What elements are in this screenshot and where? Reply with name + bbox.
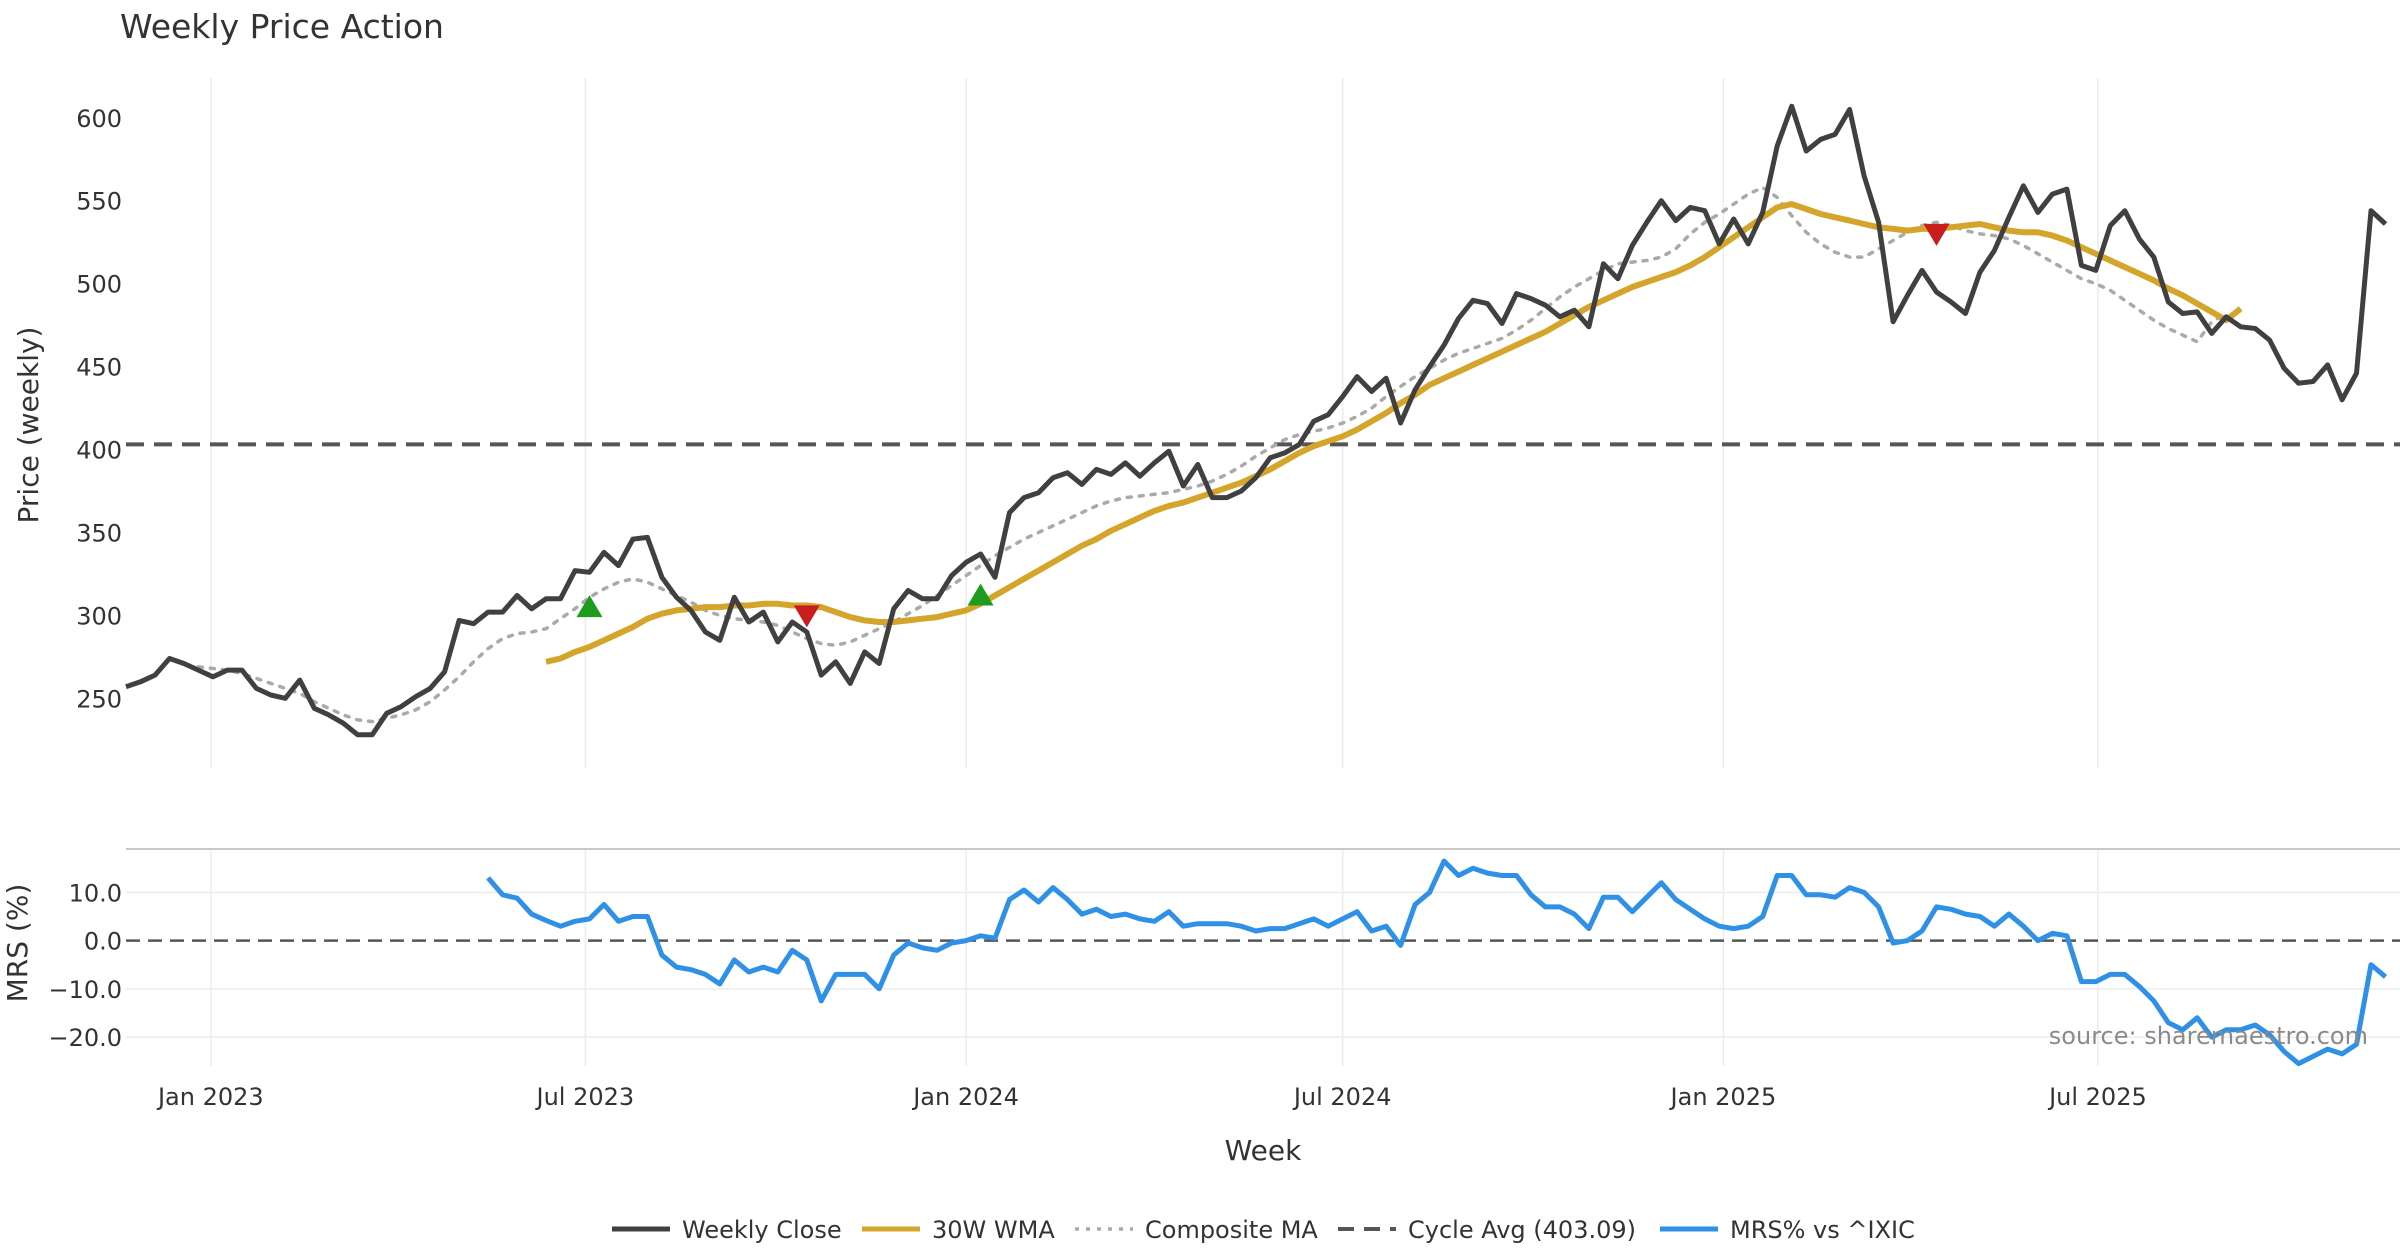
- buy-signal-marker: [576, 595, 603, 618]
- x-axis-label: Week: [1225, 1134, 1302, 1167]
- signal-markers: [576, 223, 1950, 628]
- legend-item: 30W WMA: [862, 1216, 1055, 1244]
- series-composite-ma: [196, 185, 2228, 724]
- mrs-y-axis-label: MRS (%): [1, 884, 34, 1003]
- x-tick-label: Jul 2024: [1292, 1083, 1392, 1111]
- price-y-tick-label: 400: [76, 437, 122, 465]
- sell-signal-marker: [1923, 223, 1950, 246]
- legend-item: Weekly Close: [612, 1216, 842, 1244]
- legend-label: Weekly Close: [682, 1216, 842, 1244]
- legend-label: 30W WMA: [932, 1216, 1055, 1244]
- mrs-y-ticks: 10.0 0.0 −10.0 −20.0: [48, 879, 122, 1052]
- legend-label: Cycle Avg (403.09): [1408, 1216, 1636, 1244]
- x-ticks: Jan 2023 Jul 2023 Jan 2024 Jul 2024 Jan 2025…: [156, 1083, 2147, 1111]
- series-weekly-close: [125, 103, 2388, 738]
- mrs-y-tick-label: −20.0: [48, 1024, 122, 1052]
- legend-label: MRS% vs ^IXIC: [1730, 1216, 1915, 1244]
- price-y-tick-label: 500: [76, 271, 122, 299]
- x-tick-label: Jul 2025: [2047, 1083, 2147, 1111]
- mrs-series-group: [126, 858, 2400, 1067]
- price-y-tick-label: 350: [76, 519, 122, 547]
- chart-legend: Weekly Close 30W WMA Composite MA Cycle Avg…: [612, 1216, 1915, 1244]
- series-mrs-vs-ixic: [486, 858, 2388, 1067]
- price-y-axis-label: Price (weekly): [12, 327, 45, 524]
- mrs-y-tick-label: −10.0: [48, 976, 122, 1004]
- x-tick-label: Jan 2023: [156, 1083, 264, 1111]
- legend-item: Composite MA: [1075, 1216, 1318, 1244]
- mrs-y-tick-label: 10.0: [69, 879, 122, 907]
- legend-label: Composite MA: [1145, 1216, 1318, 1244]
- price-y-tick-label: 600: [76, 105, 122, 133]
- mrs-y-tick-label: 0.0: [84, 928, 122, 956]
- sell-signal-marker: [793, 605, 820, 628]
- price-grid: [210, 78, 2099, 768]
- x-tick-label: Jan 2024: [911, 1083, 1019, 1111]
- price-y-tick-label: 450: [76, 354, 122, 382]
- x-tick-label: Jul 2023: [535, 1083, 635, 1111]
- chart-title: Weekly Price Action: [120, 7, 444, 46]
- price-y-tick-label: 550: [76, 188, 122, 216]
- source-note: source: sharemaestro.com: [2049, 1022, 2368, 1050]
- price-series-group: [125, 103, 2400, 738]
- price-y-ticks: 250 300 350 400 450 500 550 600: [76, 105, 122, 714]
- buy-signal-marker: [967, 583, 994, 606]
- price-y-tick-label: 300: [76, 602, 122, 630]
- x-tick-label: Jan 2025: [1669, 1083, 1777, 1111]
- price-y-tick-label: 250: [76, 685, 122, 713]
- series-30w-wma: [545, 201, 2243, 665]
- mrs-grid: [126, 849, 2400, 1066]
- legend-item: MRS% vs ^IXIC: [1660, 1216, 1915, 1244]
- legend-item: Cycle Avg (403.09): [1338, 1216, 1636, 1244]
